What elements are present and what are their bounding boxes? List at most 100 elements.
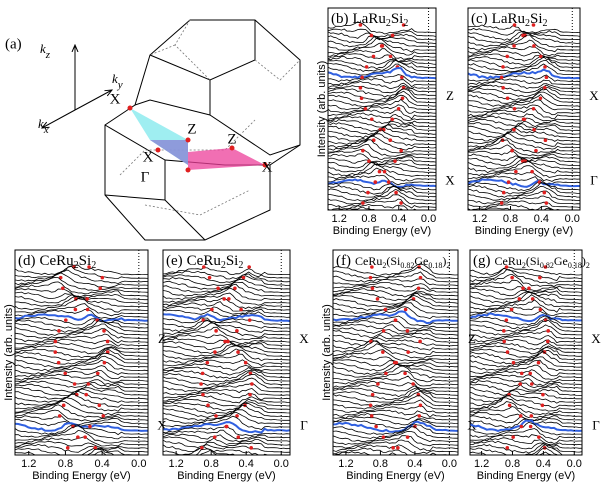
peak-marker — [235, 329, 239, 333]
spectrum-curve — [333, 282, 458, 290]
peak-marker — [543, 65, 547, 69]
spectrum-curve — [470, 421, 582, 436]
spectrum-curve — [163, 345, 290, 357]
spectrum-curve — [15, 320, 148, 333]
spectrum-curve — [15, 308, 148, 320]
spectrum-curve — [163, 433, 290, 443]
peak-marker — [529, 414, 534, 418]
spectrum-curve — [163, 317, 290, 325]
peak-marker — [222, 297, 226, 301]
spectrum-curve — [15, 393, 148, 408]
highlight-curve — [468, 68, 580, 80]
spectrum-curve — [15, 404, 148, 419]
spectrum-curve — [470, 428, 582, 441]
spectrum-curve — [328, 139, 436, 154]
spectrum-curve — [15, 429, 148, 444]
spectrum-curve — [163, 353, 290, 366]
peak-marker — [97, 403, 102, 408]
spectrum-curve — [333, 399, 458, 411]
spectrum-curve — [468, 203, 573, 210]
spectrum-curve — [333, 380, 458, 390]
peak-marker — [388, 54, 393, 59]
peak-marker — [543, 138, 548, 142]
spectrum-curve — [15, 425, 148, 440]
peak-marker — [206, 403, 210, 408]
spectrum-curve — [333, 451, 398, 455]
peak-marker — [521, 117, 526, 122]
formula: Si — [79, 253, 92, 269]
spectrum-curve — [333, 315, 458, 327]
spectrum-curve — [15, 443, 148, 453]
spectrum-curve — [15, 400, 148, 416]
spectrum-curve — [333, 340, 458, 351]
spectrum-curve — [333, 295, 458, 308]
peak-marker — [531, 106, 536, 111]
spectrum-curve — [470, 380, 582, 389]
spectrum-curve — [333, 263, 458, 276]
spectrum-curve — [163, 348, 290, 362]
spectrum-curve — [468, 84, 580, 94]
spectrum-curve — [468, 78, 580, 86]
peak-marker — [247, 265, 251, 269]
peak-marker — [63, 371, 68, 376]
peak-marker — [512, 127, 516, 132]
spectrum-curve — [163, 411, 290, 425]
spectrum-curve — [470, 330, 582, 340]
spectrum-curve — [328, 153, 436, 164]
spectrum-curve — [328, 104, 436, 114]
spectrum-curve — [328, 56, 436, 65]
frame — [467, 7, 581, 211]
peak-marker — [212, 435, 217, 439]
x-tick-label: 0.8 — [58, 458, 73, 470]
frame — [469, 249, 583, 456]
peak-marker — [380, 44, 385, 48]
peak-marker — [399, 148, 403, 153]
spectrum-curve — [468, 24, 580, 34]
spectrum-curve — [333, 419, 458, 429]
spectrum-curve — [333, 278, 458, 286]
y-axis-title: Intensity (arb. units) — [316, 61, 328, 158]
spectrum-curve — [15, 424, 148, 436]
panel-label: (b) — [331, 11, 349, 27]
peak-marker — [529, 382, 534, 386]
highlight-curve — [328, 66, 436, 80]
spectrum-curve — [468, 74, 580, 83]
spectrum-curve — [470, 285, 582, 294]
formula: Ge — [414, 254, 428, 268]
spectrum-curve — [15, 390, 148, 404]
axis-label: kz — [40, 41, 51, 61]
formula: Si — [530, 11, 543, 27]
sub: y — [117, 79, 123, 91]
peak-marker — [227, 297, 231, 301]
subscript: 0.18 — [568, 261, 582, 270]
spectrum-curve — [15, 380, 148, 389]
spectrum-curve — [163, 369, 290, 380]
formula: ) — [442, 254, 446, 268]
side-label: Γ — [300, 417, 308, 432]
peak-marker — [506, 180, 511, 184]
x-tick-label: 0.4 — [534, 213, 549, 225]
spectrum-curve — [333, 285, 458, 293]
peak-marker — [86, 382, 91, 386]
spectrum-curve — [195, 448, 236, 455]
peak-marker — [371, 54, 376, 59]
x-tick-label: 0.4 — [407, 458, 422, 470]
x-axis-title: Binding Energy (eV) — [346, 470, 444, 482]
peak-marker — [376, 382, 380, 386]
spectrum-curve — [470, 437, 582, 446]
spectrum-curve — [15, 377, 148, 386]
side-label: X — [299, 331, 309, 346]
peak-marker — [405, 329, 410, 333]
spectrum-curve — [328, 35, 436, 44]
spectrum-curve — [15, 333, 148, 344]
peak-marker — [53, 339, 58, 344]
peak-marker — [60, 286, 65, 291]
peak-marker — [505, 350, 510, 354]
spectrum-curve — [15, 295, 148, 308]
spectrum-curve — [15, 265, 148, 279]
spectrum-curve — [470, 309, 582, 319]
spectrum-curve — [328, 119, 436, 128]
peak-marker — [105, 350, 110, 354]
spectrum-curve — [163, 319, 290, 329]
